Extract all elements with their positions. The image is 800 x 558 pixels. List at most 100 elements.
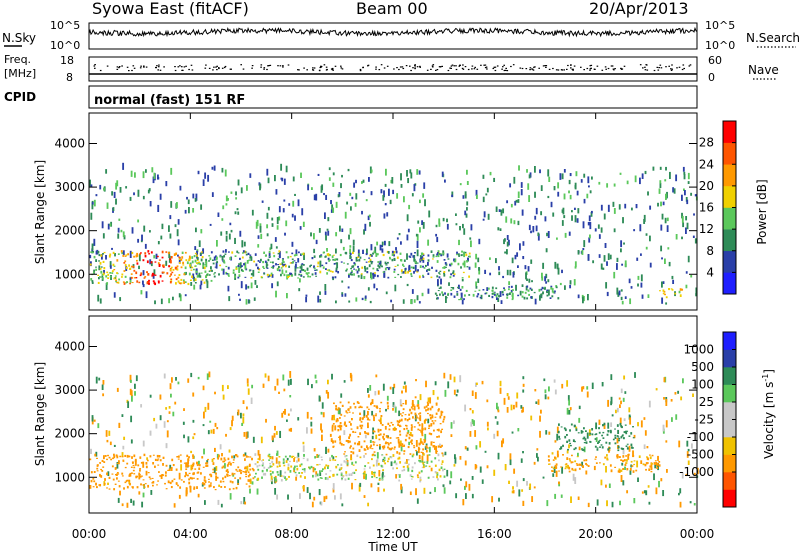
velocity-cell — [132, 500, 135, 506]
power-cell — [276, 217, 279, 225]
power-cell — [621, 263, 624, 266]
velocity-cell — [432, 422, 435, 425]
power-cell — [225, 195, 228, 202]
power-cell — [474, 262, 477, 268]
velocity-cell — [516, 392, 519, 399]
velocity-cell — [239, 477, 242, 480]
velocity-cell — [419, 429, 421, 431]
velocity-cell — [343, 453, 346, 455]
velocity-cell — [428, 427, 430, 429]
velocity-cell — [598, 419, 601, 425]
velocity-cell — [680, 396, 683, 401]
power-cell — [318, 228, 321, 233]
power-cell — [410, 299, 413, 304]
power-cell — [503, 239, 505, 245]
nsky-tick-bottom: 10^0 — [50, 39, 80, 52]
velocity-cell — [247, 456, 250, 458]
power-cell — [272, 265, 275, 268]
velocity-cell — [619, 404, 621, 408]
velocity-cell — [509, 459, 512, 466]
power-colorbar-swatch — [723, 250, 736, 273]
velocity-cell — [378, 478, 381, 481]
nave-point — [133, 67, 136, 69]
power-cell — [177, 239, 180, 246]
power-cell — [383, 270, 386, 278]
velocity-cell — [168, 468, 171, 471]
velocity-cell — [555, 470, 558, 477]
power-cell — [143, 277, 146, 279]
power-cell — [504, 251, 507, 254]
power-cell — [439, 270, 442, 273]
velocity-cell — [434, 416, 437, 418]
velocity-cell — [570, 444, 572, 447]
nave-point — [555, 69, 558, 71]
velocity-cell — [423, 438, 426, 441]
power-cell — [503, 289, 506, 291]
velocity-cell — [574, 447, 577, 450]
power-cell — [415, 233, 418, 237]
velocity-cell — [607, 399, 610, 407]
velocity-cell — [234, 477, 237, 479]
velocity-cell — [418, 459, 421, 462]
power-cell — [574, 266, 577, 269]
velocity-cell — [194, 468, 197, 470]
velocity-cell — [484, 450, 487, 453]
velocity-cell — [162, 456, 165, 459]
freq-panel: Freq. [MHz] 18 8 60 0 Nave — [4, 53, 779, 84]
power-cell — [386, 250, 389, 253]
power-cell — [161, 223, 164, 230]
velocity-cell — [354, 479, 357, 481]
velocity-cell — [327, 379, 329, 385]
nave-point — [215, 66, 217, 68]
velocity-cell — [677, 390, 680, 394]
power-cell — [174, 224, 177, 228]
velocity-cell — [318, 463, 321, 466]
power-cell — [581, 250, 584, 255]
velocity-cell — [618, 439, 620, 442]
power-cell — [349, 228, 352, 235]
velocity-cell — [511, 490, 514, 494]
velocity-cell — [393, 448, 396, 450]
power-cell — [542, 262, 545, 269]
power-cell — [372, 252, 374, 255]
velocity-cell — [170, 486, 173, 489]
nave-point — [414, 64, 416, 66]
nave-point — [132, 65, 135, 67]
power-cell — [383, 190, 385, 198]
velocity-cell — [372, 441, 375, 443]
velocity-cell — [428, 432, 431, 435]
velocity-cell — [651, 463, 653, 465]
velocity-cell — [438, 459, 440, 462]
power-cell — [506, 235, 509, 241]
velocity-cell — [625, 430, 627, 433]
velocity-cell — [189, 486, 192, 493]
power-cell — [406, 253, 408, 260]
velocity-cell — [353, 402, 355, 405]
nave-point — [106, 65, 109, 67]
power-cell — [662, 292, 665, 295]
power-cell — [672, 187, 675, 193]
power-cell — [263, 251, 266, 254]
nave-point — [145, 66, 148, 68]
power-cell — [390, 299, 393, 303]
power-cell — [444, 262, 447, 265]
velocity-cell — [246, 465, 249, 472]
velocity-cell — [339, 422, 342, 425]
power-cell — [508, 239, 510, 246]
power-cell — [206, 282, 209, 289]
power-cell — [484, 269, 487, 274]
power-cell — [511, 294, 514, 297]
power-cell — [526, 169, 528, 173]
power-cell — [394, 284, 397, 292]
velocity-cell — [183, 408, 185, 411]
velocity-cell — [403, 428, 406, 431]
power-cell — [172, 296, 174, 301]
power-cell — [439, 286, 442, 289]
velocity-cell — [357, 436, 360, 438]
power-cell — [432, 254, 435, 258]
velocity-cell — [630, 446, 633, 449]
power-cell — [403, 259, 406, 262]
velocity-cell — [650, 462, 653, 470]
velocity-cell — [399, 443, 402, 447]
power-cell — [125, 186, 128, 189]
